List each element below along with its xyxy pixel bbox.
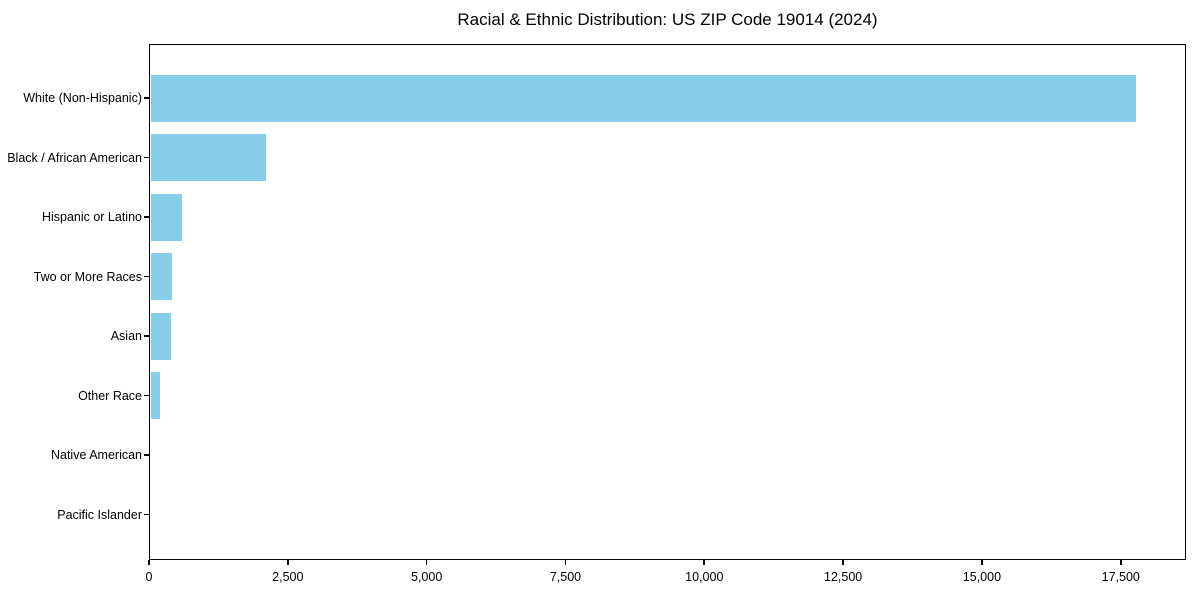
y-axis-label: Hispanic or Latino	[41, 210, 142, 224]
x-axis-tick-label: 2,500	[272, 570, 304, 584]
x-axis-tick	[564, 560, 567, 565]
x-axis-tick	[842, 560, 844, 565]
x-axis-tick-label: 12,500	[823, 570, 863, 584]
y-axis-tick	[144, 97, 149, 99]
y-axis-tick	[144, 513, 149, 516]
x-axis-tick	[1119, 560, 1122, 565]
bar-black-african-american	[150, 134, 266, 181]
y-axis-label: Native American	[50, 448, 142, 462]
x-axis-tick-label: 10,000	[685, 570, 724, 584]
x-axis-tick-label: 17,500	[1101, 570, 1140, 584]
y-axis-label: Pacific Islander	[57, 507, 142, 522]
x-axis-tick	[287, 560, 289, 565]
x-axis-tick	[703, 560, 706, 565]
y-axis-label: Black / African American	[7, 150, 142, 165]
y-axis-tick	[144, 216, 149, 218]
plot-area	[149, 44, 1186, 560]
y-axis-tick	[144, 454, 149, 456]
y-axis-label: Other Race	[78, 388, 142, 403]
y-axis-tick	[144, 335, 149, 337]
y-axis-tick	[144, 394, 149, 397]
bar-hispanic-or-latino	[150, 193, 182, 241]
x-axis-tick	[425, 560, 428, 565]
x-axis-tick-label: 5,000	[411, 570, 443, 584]
y-axis-tick	[144, 275, 149, 278]
x-axis-tick	[148, 560, 150, 565]
y-axis-label: Two or More Races	[33, 269, 142, 284]
bar-white-non-hispanic	[150, 74, 1137, 122]
y-axis-tick	[144, 156, 149, 159]
x-axis-tick-label: 15,000	[962, 570, 1002, 584]
chart-title: Racial & Ethnic Distribution: US ZIP Cod…	[457, 10, 878, 29]
y-axis-label: Asian	[110, 329, 142, 343]
bar-other-race	[150, 372, 160, 419]
x-axis-tick	[981, 560, 983, 565]
x-axis-tick-label: 0	[145, 570, 153, 584]
bar-two-or-more-races	[150, 253, 173, 300]
bar-asian	[150, 312, 171, 360]
x-axis-tick-label: 7,500	[549, 570, 582, 584]
y-axis-label: White (Non-Hispanic)	[23, 91, 142, 105]
